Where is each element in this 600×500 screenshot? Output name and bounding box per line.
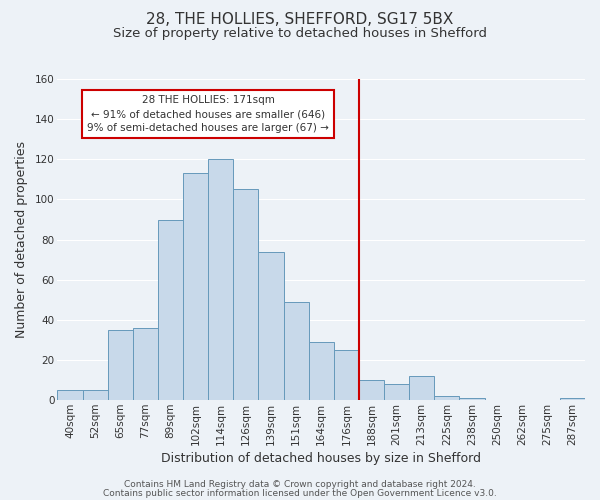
Bar [384, 384, 409, 400]
Bar [434, 396, 460, 400]
Y-axis label: Number of detached properties: Number of detached properties [15, 141, 28, 338]
Bar [259, 252, 284, 400]
Text: 28 THE HOLLIES: 171sqm
← 91% of detached houses are smaller (646)
9% of semi-det: 28 THE HOLLIES: 171sqm ← 91% of detached… [87, 95, 329, 133]
Bar [133, 328, 158, 400]
Bar [208, 160, 233, 400]
Bar [108, 330, 133, 400]
Bar [560, 398, 585, 400]
Bar [308, 342, 334, 400]
Bar [284, 302, 308, 400]
Text: Size of property relative to detached houses in Shefford: Size of property relative to detached ho… [113, 28, 487, 40]
Bar [233, 190, 259, 400]
Text: Contains public sector information licensed under the Open Government Licence v3: Contains public sector information licen… [103, 489, 497, 498]
Bar [409, 376, 434, 400]
X-axis label: Distribution of detached houses by size in Shefford: Distribution of detached houses by size … [161, 452, 481, 465]
Bar [460, 398, 485, 400]
Text: Contains HM Land Registry data © Crown copyright and database right 2024.: Contains HM Land Registry data © Crown c… [124, 480, 476, 489]
Bar [334, 350, 359, 400]
Bar [158, 220, 183, 400]
Bar [83, 390, 108, 400]
Bar [183, 174, 208, 400]
Bar [359, 380, 384, 400]
Text: 28, THE HOLLIES, SHEFFORD, SG17 5BX: 28, THE HOLLIES, SHEFFORD, SG17 5BX [146, 12, 454, 28]
Bar [58, 390, 83, 400]
